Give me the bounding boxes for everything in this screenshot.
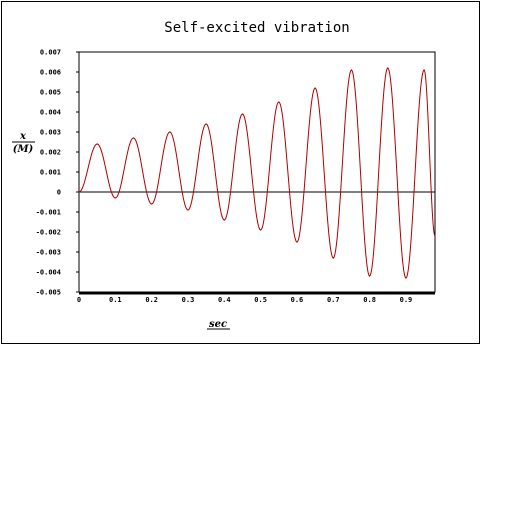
y-axis-label-bottom: (M) <box>13 144 34 155</box>
plot-area: 0.007 0.006 0.005 0.004 0.003 0.002 0.001 0 -0.0… <box>36 49 436 305</box>
x-tick-label: 0.4 <box>218 296 231 304</box>
data-point <box>133 137 134 138</box>
y-tick-label: -0.001 <box>36 209 61 217</box>
x-tick-label: 0.8 <box>363 296 376 304</box>
series-line-0 <box>79 68 435 278</box>
x-axis-label: sec <box>209 319 227 330</box>
y-tick-label: 0 <box>57 189 61 197</box>
x-tick-label: 0.9 <box>400 296 413 304</box>
data-point <box>206 123 207 124</box>
data-point <box>97 143 98 144</box>
data-point <box>333 257 334 258</box>
data-point <box>315 87 316 88</box>
line-chart: Self-excited vibration x (M) sec 0.0070.… <box>2 2 479 343</box>
data-point <box>260 229 261 230</box>
y-tick-label: -0.005 <box>36 289 61 297</box>
data-point <box>434 235 435 236</box>
x-tick-label: 0.6 <box>291 296 304 304</box>
y-tick-label: 0.005 <box>40 89 61 97</box>
data-point <box>351 69 352 70</box>
y-axis-label-top: x <box>19 131 27 142</box>
data-point <box>424 69 425 70</box>
data-point <box>151 203 152 204</box>
data-point <box>387 67 388 68</box>
data-point <box>405 277 406 278</box>
data-point <box>369 275 370 276</box>
data-point <box>169 131 170 132</box>
x-tick-label: 0 <box>77 296 81 304</box>
data-point <box>278 101 279 102</box>
chart-title: Self-excited vibration <box>164 20 349 36</box>
y-tick-label: 0.002 <box>40 149 61 157</box>
y-tick-label: 0.006 <box>40 69 61 77</box>
y-tick-label: 0.001 <box>40 169 61 177</box>
data-point <box>242 113 243 114</box>
chart-frame: Self-excited vibration x (M) sec 0.0070.… <box>1 1 480 344</box>
y-tick-label: 0.004 <box>40 109 61 117</box>
data-point <box>224 219 225 220</box>
x-tick-label: 0.3 <box>182 296 195 304</box>
y-tick-label: -0.003 <box>36 249 61 257</box>
data-point <box>187 209 188 210</box>
x-tick-label: 0.7 <box>327 296 340 304</box>
data-point <box>78 191 79 192</box>
data-point <box>115 197 116 198</box>
y-tick-label: 0.003 <box>40 129 61 137</box>
x-tick-label: 0.2 <box>145 296 158 304</box>
y-tick-label: -0.002 <box>36 229 61 237</box>
y-tick-label: 0.007 <box>40 49 61 57</box>
x-tick-label: 0.1 <box>109 296 122 304</box>
x-tick-label: 0.5 <box>254 296 267 304</box>
plot-border <box>79 52 435 292</box>
data-point <box>296 241 297 242</box>
y-tick-label: -0.004 <box>36 269 61 277</box>
